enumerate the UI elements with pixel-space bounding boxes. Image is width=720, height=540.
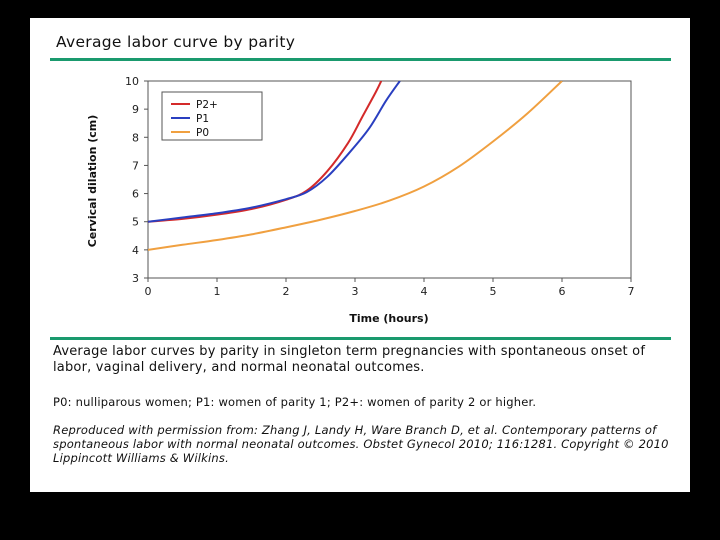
y-axis-label: Cervical dilation (cm) [86, 115, 99, 248]
top-divider [50, 58, 671, 61]
slide-panel: Average labor curve by parity 0 1 2 3 4 5 6 7 3 4… [30, 18, 690, 492]
chart-legend: P2+ P1 P0 [161, 91, 263, 141]
x-axis-label: Time (hours) [349, 312, 428, 325]
labor-curve-chart: 0 1 2 3 4 5 6 7 3 4 5 6 7 8 9 10 P2+ P1 P0 Time (hours) C… [86, 75, 635, 325]
series-line-p0 [148, 81, 563, 251]
x-tick-label: 6 [559, 285, 566, 298]
series-lines [148, 81, 563, 251]
x-tick-label: 1 [214, 285, 221, 298]
legend-label: P1 [196, 113, 209, 125]
x-tick-label: 0 [145, 285, 152, 298]
x-tick-label: 3 [352, 285, 359, 298]
y-tick-label: 7 [132, 159, 139, 172]
x-tick-label: 7 [628, 285, 635, 298]
figure-note: P0: nulliparous women; P1: women of pari… [53, 395, 537, 409]
legend-label: P2+ [196, 99, 218, 111]
x-tick-label: 4 [421, 285, 428, 298]
y-tick-label: 9 [132, 103, 139, 116]
bottom-divider [50, 337, 671, 340]
y-tick-label: 5 [132, 216, 139, 229]
y-tick-label: 3 [132, 272, 139, 285]
figure-caption: Average labor curves by parity in single… [53, 344, 646, 375]
x-tick-label: 2 [283, 285, 290, 298]
y-tick-label: 4 [132, 244, 139, 257]
page-title: Average labor curve by parity [56, 33, 296, 51]
y-tick-label: 10 [125, 75, 139, 88]
legend-label: P0 [196, 127, 209, 139]
figure-credit: Reproduced with permission from: Zhang J… [53, 423, 669, 465]
y-tick-label: 6 [132, 188, 139, 201]
chart-axes: 0 1 2 3 4 5 6 7 3 4 5 6 7 8 9 10 [125, 75, 635, 298]
series-line-p2plus [148, 81, 383, 223]
x-tick-label: 5 [490, 285, 497, 298]
y-tick-label: 8 [132, 131, 139, 144]
series-line-p1 [148, 81, 401, 223]
